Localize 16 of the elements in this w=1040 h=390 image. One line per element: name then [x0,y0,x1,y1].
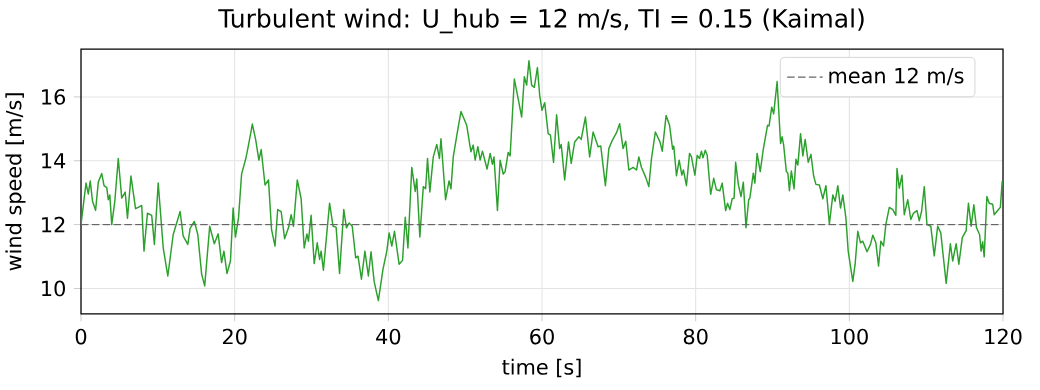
x-tick-label: 20 [222,328,247,345]
legend-label: mean 12 m/s [829,67,964,86]
y-tick-label: 16 [42,89,66,105]
y-tick-label: 14 [42,153,66,169]
x-tick-label: 40 [376,328,401,345]
chart-title: Turbulent wind: U_hub = 12 m/s, TI = 0.15 (Kaimal) [218,8,864,34]
x-tick-label: 60 [530,328,554,345]
x-tick-label: 120 [985,328,1022,345]
x-tick-label: 100 [831,328,868,345]
line-series [81,60,1003,302]
y-axis-title: wind speed [m/s] [5,93,26,271]
x-tick-label: 0 [75,328,87,345]
y-tick-label: 10 [42,280,65,297]
x-tick-label: 80 [683,328,708,345]
x-axis-title: time [s] [502,358,581,378]
y-tick-label: 12 [42,216,65,233]
